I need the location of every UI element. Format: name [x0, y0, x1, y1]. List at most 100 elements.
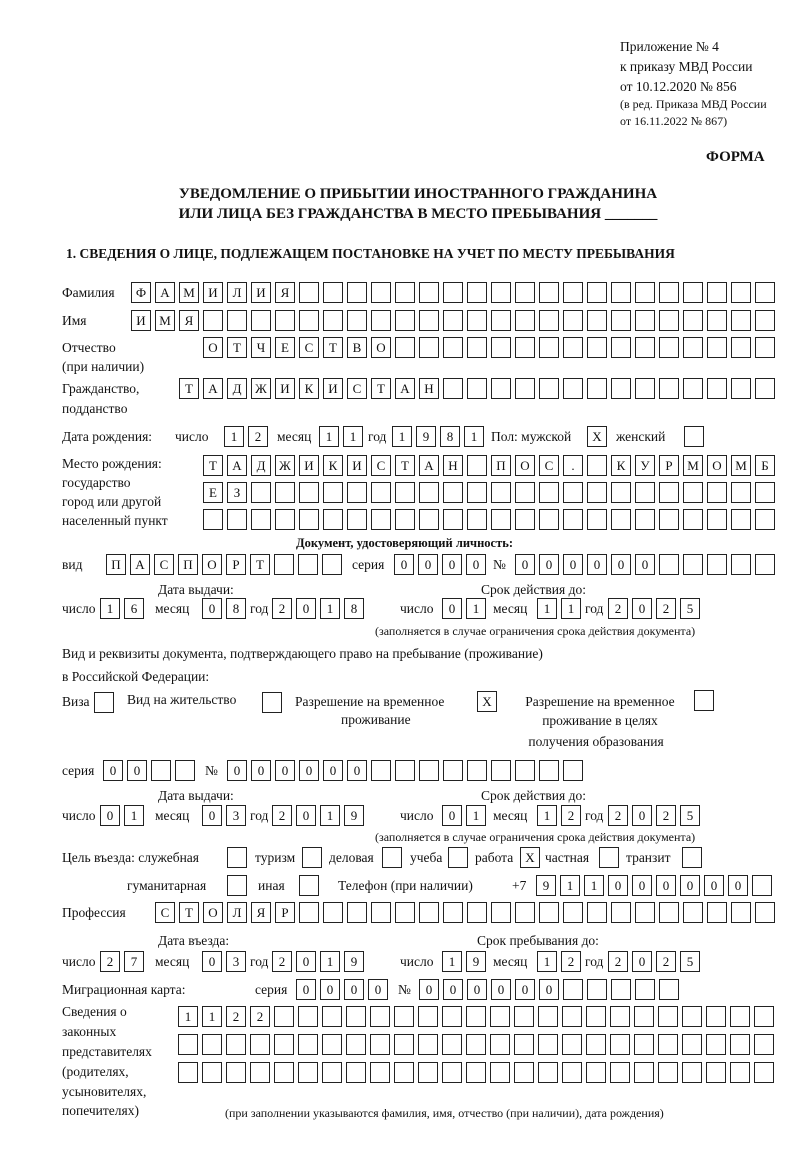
reps-cell[interactable]: [322, 1034, 342, 1055]
surname-cell[interactable]: [395, 282, 415, 303]
mc-series-cell[interactable]: 0: [368, 979, 388, 1000]
birth-place-cell[interactable]: [443, 509, 463, 530]
purpose-humanitarian-cell[interactable]: [227, 875, 247, 896]
surname-cell[interactable]: [659, 282, 679, 303]
birth-place-cell[interactable]: У: [635, 455, 655, 476]
mc-number-cell[interactable]: [563, 979, 583, 1000]
res-issue-month-cell[interactable]: 3: [226, 805, 246, 826]
reps-cell[interactable]: [586, 1006, 606, 1027]
name-cell[interactable]: Я: [179, 310, 199, 331]
surname-cell[interactable]: И: [203, 282, 223, 303]
doc-issue-month-cell[interactable]: 0: [202, 598, 222, 619]
name-cell[interactable]: [515, 310, 535, 331]
citizenship-cell[interactable]: [587, 378, 607, 399]
birth-place-cell[interactable]: П: [491, 455, 511, 476]
patronymic-cell[interactable]: В: [347, 337, 367, 358]
birth-place-cell[interactable]: Б: [755, 455, 775, 476]
res-number-cell[interactable]: [539, 760, 559, 781]
reps-cell[interactable]: [634, 1034, 654, 1055]
reps-cell[interactable]: [202, 1062, 222, 1083]
reps-cell[interactable]: [418, 1006, 438, 1027]
reps-cell[interactable]: [418, 1062, 438, 1083]
birth-place-cell[interactable]: С: [371, 455, 391, 476]
birth-place-cell[interactable]: О: [707, 455, 727, 476]
profession-cell[interactable]: [443, 902, 463, 923]
patronymic-cell[interactable]: Ч: [251, 337, 271, 358]
birth-place-cell[interactable]: А: [419, 455, 439, 476]
birth-place-cell[interactable]: [395, 482, 415, 503]
surname-cell[interactable]: А: [155, 282, 175, 303]
reps-cell[interactable]: [322, 1062, 342, 1083]
reps-cell[interactable]: 2: [226, 1006, 246, 1027]
res-valid-year-cell[interactable]: 0: [632, 805, 652, 826]
birth-place-cell[interactable]: К: [611, 455, 631, 476]
visa-checkbox[interactable]: [94, 692, 114, 713]
birth-place-cell[interactable]: М: [683, 455, 703, 476]
citizenship-cell[interactable]: [563, 378, 583, 399]
doc-issue-month-cell[interactable]: 8: [226, 598, 246, 619]
name-cell[interactable]: [683, 310, 703, 331]
res-number-cell[interactable]: 0: [275, 760, 295, 781]
temp-permit-checkbox[interactable]: X: [477, 691, 497, 712]
doc-issue-year-cell[interactable]: 2: [272, 598, 292, 619]
stay-year-cell[interactable]: 0: [632, 951, 652, 972]
reps-cell[interactable]: [658, 1062, 678, 1083]
birth-place-cell[interactable]: [227, 509, 247, 530]
doc-kind-cell[interactable]: А: [130, 554, 150, 575]
birth-place-cell[interactable]: Т: [203, 455, 223, 476]
birth-place-cell[interactable]: .: [563, 455, 583, 476]
name-cell[interactable]: [275, 310, 295, 331]
phone-cell[interactable]: [752, 875, 772, 896]
doc-issue-day-cell[interactable]: 1: [100, 598, 120, 619]
birth-place-cell[interactable]: [659, 509, 679, 530]
doc-number-cell[interactable]: 0: [515, 554, 535, 575]
reps-cell[interactable]: [754, 1062, 774, 1083]
patronymic-cell[interactable]: [419, 337, 439, 358]
surname-cell[interactable]: [611, 282, 631, 303]
reps-cell[interactable]: [706, 1006, 726, 1027]
res-number-cell[interactable]: [443, 760, 463, 781]
surname-cell[interactable]: [683, 282, 703, 303]
doc-kind-cell[interactable]: [274, 554, 294, 575]
patronymic-cell[interactable]: [731, 337, 751, 358]
birth-place-cell[interactable]: [731, 482, 751, 503]
profession-cell[interactable]: О: [203, 902, 223, 923]
reps-cell[interactable]: [370, 1062, 390, 1083]
mc-number-cell[interactable]: 0: [467, 979, 487, 1000]
birth-place-cell[interactable]: М: [731, 455, 751, 476]
birth-place-cell[interactable]: И: [299, 455, 319, 476]
reps-cell[interactable]: [514, 1006, 534, 1027]
birth-place-cell[interactable]: [371, 509, 391, 530]
res-number-cell[interactable]: [395, 760, 415, 781]
doc-kind-cell[interactable]: [322, 554, 342, 575]
entry-day-cell[interactable]: 2: [100, 951, 120, 972]
reps-cells[interactable]: [178, 1034, 774, 1055]
name-cell[interactable]: [299, 310, 319, 331]
mc-series-cell[interactable]: 0: [296, 979, 316, 1000]
reps-cell[interactable]: [250, 1062, 270, 1083]
reps-cell[interactable]: [634, 1006, 654, 1027]
birth-place-cell[interactable]: [251, 509, 271, 530]
res-valid-month-cell[interactable]: 1: [537, 805, 557, 826]
name-cell[interactable]: [659, 310, 679, 331]
birth-place-cell[interactable]: К: [323, 455, 343, 476]
phone-cell[interactable]: 1: [560, 875, 580, 896]
name-cell[interactable]: [419, 310, 439, 331]
name-cell[interactable]: [707, 310, 727, 331]
patronymic-cell[interactable]: [635, 337, 655, 358]
doc-number-cell[interactable]: 0: [539, 554, 559, 575]
mc-series-cell[interactable]: 0: [344, 979, 364, 1000]
profession-cell[interactable]: [611, 902, 631, 923]
stay-day-cell[interactable]: 1: [442, 951, 462, 972]
reps-cell[interactable]: [178, 1034, 198, 1055]
